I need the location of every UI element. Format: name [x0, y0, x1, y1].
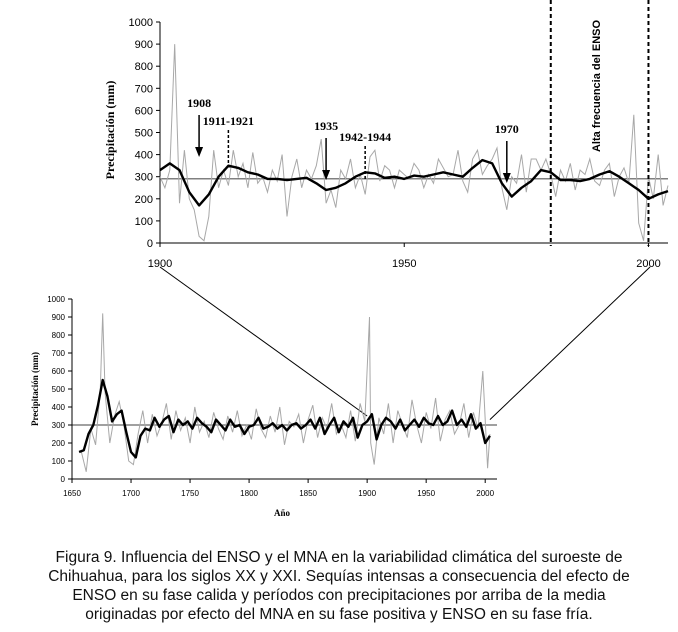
y-tick-label: 600: [135, 105, 153, 117]
x-tick-label: 1800: [240, 489, 258, 498]
x-tick-label: 2000: [636, 258, 660, 270]
connector-right: [489, 266, 651, 420]
y-tick-label: 400: [135, 150, 153, 162]
x-tick-label: 1700: [122, 489, 140, 498]
y-tick-label: 600: [52, 367, 66, 376]
y-tick-label: 500: [52, 385, 66, 394]
bottom-axes: 0 100 200 300 400 500 600 700 800 900 1000 1650 1700…: [47, 295, 497, 498]
annual-precipitation-line: [80, 313, 491, 472]
y-tick-label: 400: [52, 403, 66, 412]
annotation-label: 1942-1944: [339, 130, 391, 144]
x-tick-label: 1950: [392, 258, 416, 270]
y-tick-label: 100: [52, 457, 66, 466]
annotation-label: 1908: [187, 96, 211, 110]
annotation-label: 1970: [495, 122, 519, 136]
caption-line-4: originadas por efecto del MNA en su fase…: [85, 606, 593, 623]
annotation-label: 1935: [314, 119, 338, 133]
bottom-series: [78, 313, 491, 472]
y-tick-label: 1000: [47, 295, 65, 304]
y-tick-label: 100: [135, 216, 153, 228]
annotation-arrowhead: [195, 147, 204, 157]
annotation-arrowhead: [322, 170, 331, 180]
top-axes: 0 100 200 300 400 500 600 700 800 900 1000 1900 1950…: [129, 17, 668, 270]
caption-line-1: Figura 9. Influencia del ENSO y el MNA e…: [55, 549, 623, 566]
x-tick-label: 1850: [299, 489, 317, 498]
caption-line-3: ENSO en su fase calida y períodos con pr…: [72, 587, 606, 604]
top-y-axis-label: Precipitación (mm): [103, 81, 117, 180]
y-tick-label: 900: [52, 313, 66, 322]
figure-caption: Figura 9. Influencia del ENSO y el MNA e…: [0, 548, 678, 624]
bottom-y-axis-label: Precipitación (mm): [30, 352, 40, 426]
y-tick-label: 800: [135, 61, 153, 73]
y-tick-label: 300: [52, 421, 66, 430]
connector-left: [159, 266, 368, 417]
y-tick-label: 0: [147, 238, 153, 250]
y-tick-label: 200: [52, 439, 66, 448]
y-tick-label: 700: [52, 349, 66, 358]
y-tick-label: 300: [135, 172, 153, 184]
x-tick-label: 1750: [181, 489, 199, 498]
enso-period-label: Alta frecuencia del ENSO: [591, 20, 603, 152]
x-tick-label: 1900: [358, 489, 376, 498]
top-chart: 0 100 200 300 400 500 600 700 800 900 1000 1900 1950…: [103, 0, 669, 270]
moving-average-line: [159, 158, 669, 207]
caption-line-2: Chihuahua, para los siglos XX y XXI. Seq…: [48, 568, 630, 585]
moving-average-line: [78, 378, 491, 459]
x-tick-label: 2000: [476, 489, 494, 498]
y-tick-label: 0: [61, 475, 66, 484]
y-tick-label: 500: [135, 128, 153, 140]
bottom-chart: 0 100 200 300 400 500 600 700 800 900 1000 1650 1700…: [30, 295, 497, 518]
y-tick-label: 900: [135, 39, 153, 51]
bottom-x-axis-label: Año: [274, 508, 291, 518]
annotation-arrowhead: [502, 173, 511, 183]
x-tick-label: 1650: [63, 489, 81, 498]
x-tick-label: 1950: [417, 489, 435, 498]
y-tick-label: 1000: [129, 17, 153, 29]
annotation-label: 1911-1921: [203, 114, 254, 128]
zoom-connectors: [159, 266, 651, 420]
top-series: [159, 44, 669, 242]
y-tick-label: 800: [52, 331, 66, 340]
x-tick-label: 1900: [148, 258, 172, 270]
y-tick-label: 200: [135, 194, 153, 206]
y-tick-label: 700: [135, 83, 153, 95]
